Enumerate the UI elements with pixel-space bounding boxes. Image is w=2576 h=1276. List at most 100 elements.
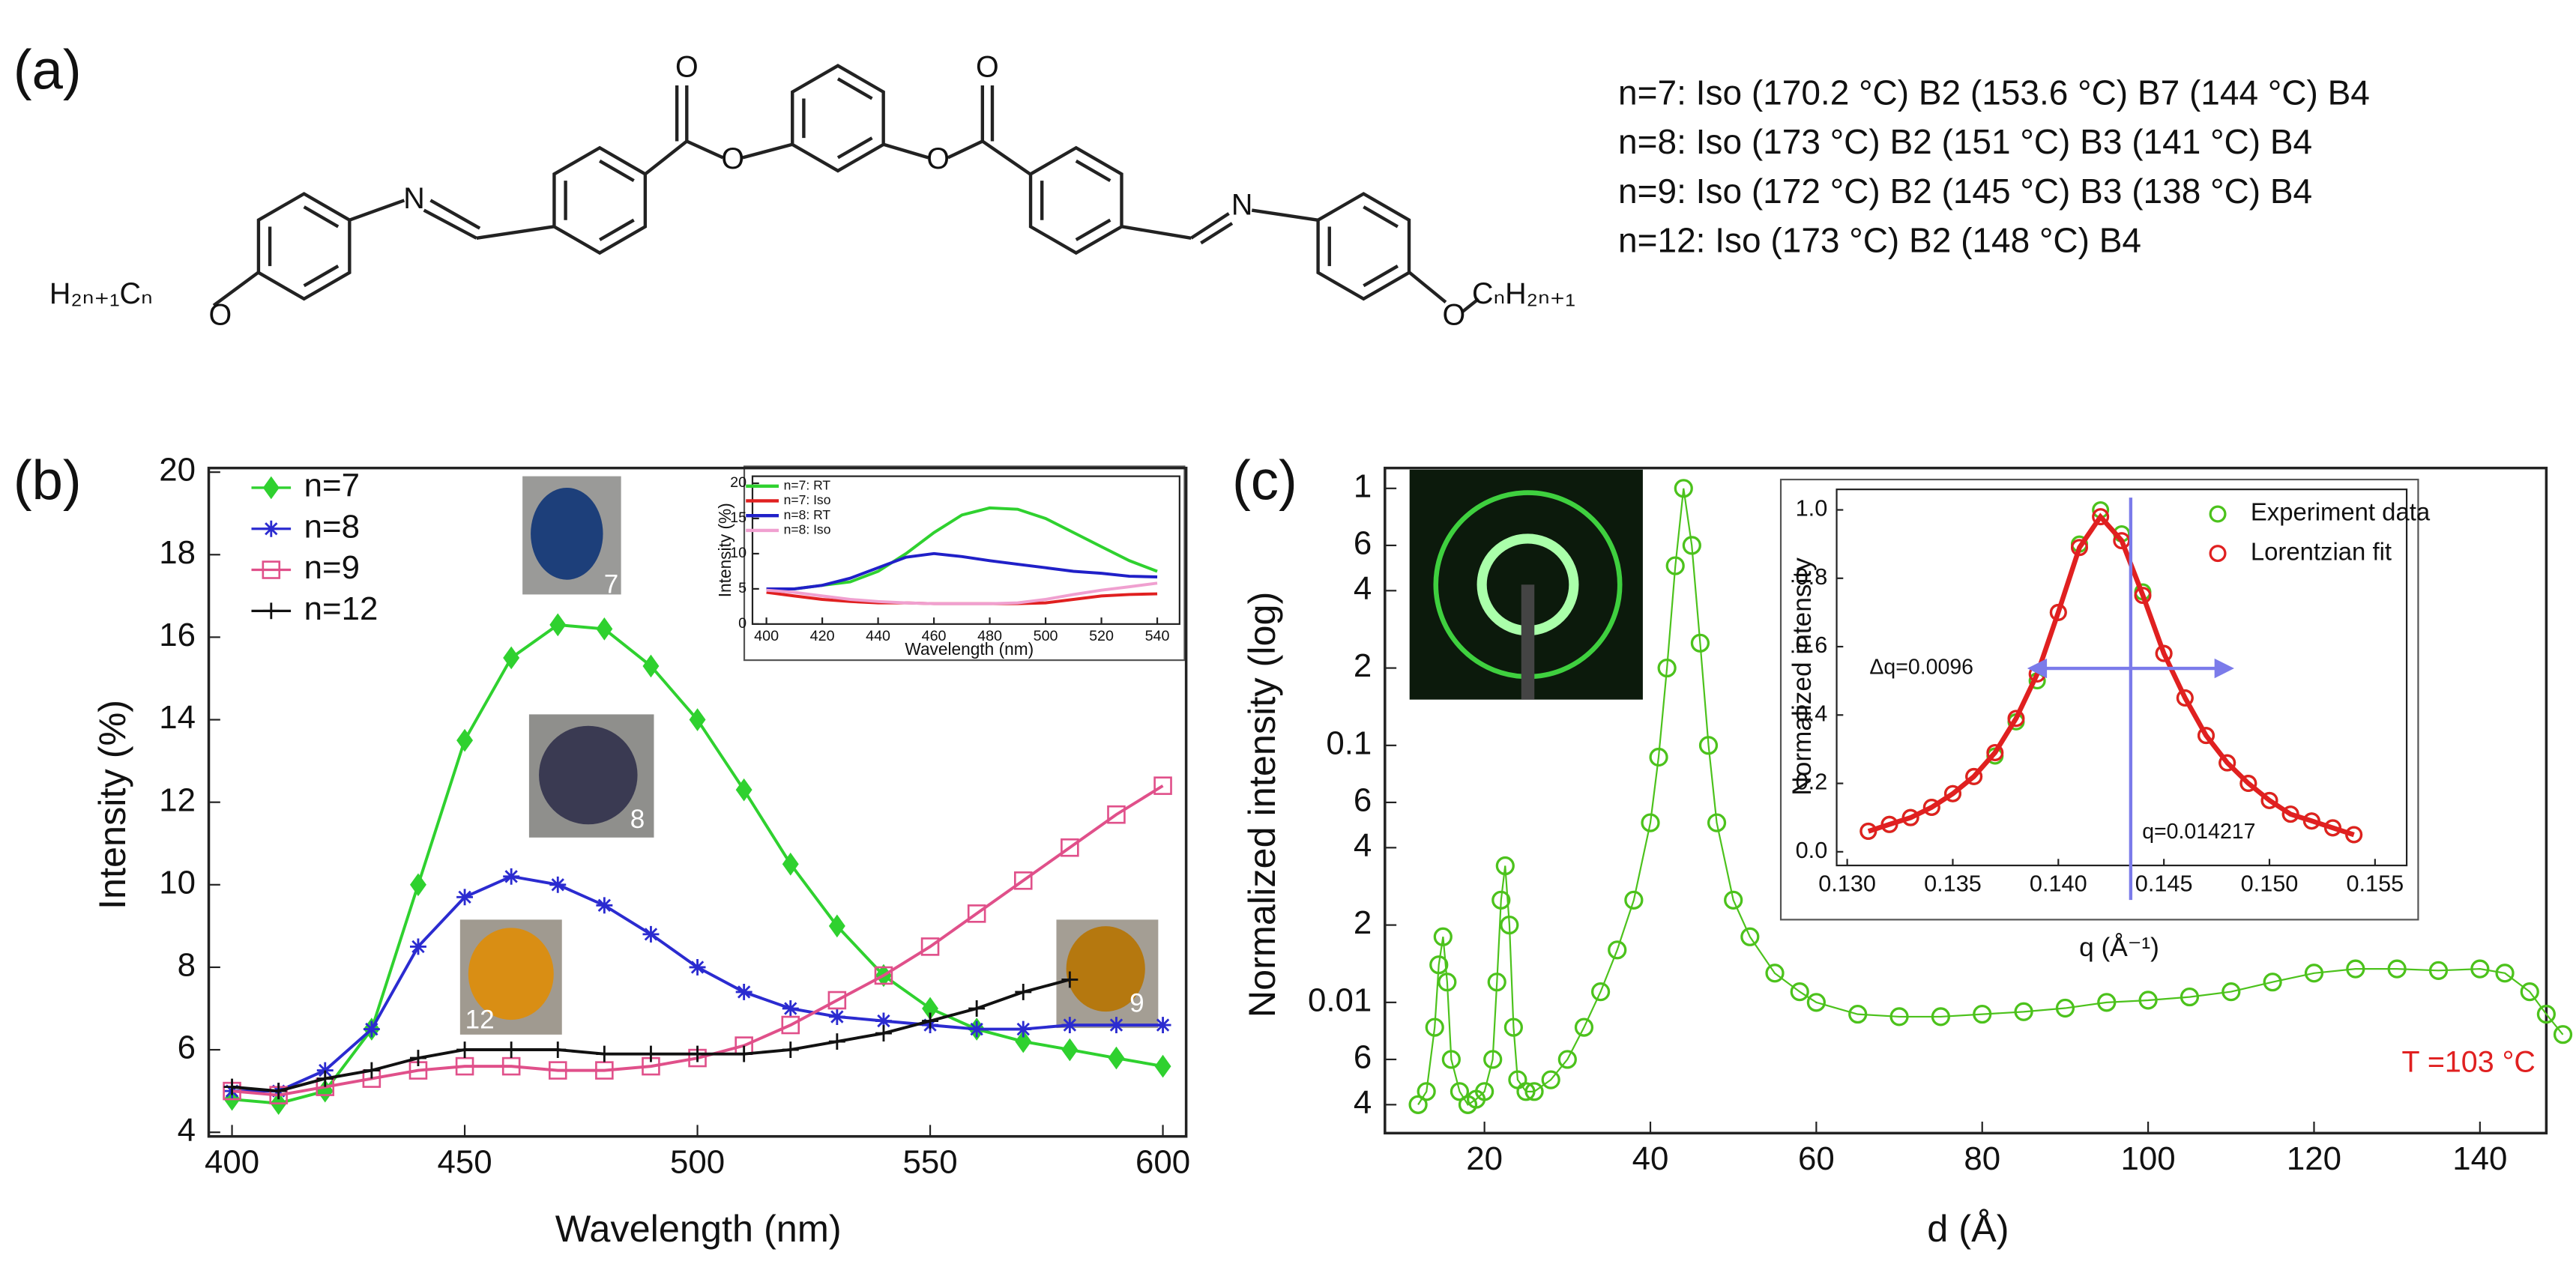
series-line [766,581,1158,605]
marker [922,1012,939,1029]
marker [1061,1038,1079,1062]
marker [2345,826,2363,844]
marker [2239,775,2257,793]
y-axis-label: Normalized intensity [1788,557,1817,796]
y-tick-label: 15 [730,510,746,526]
y-tick-label: 0.0 [1796,837,1828,863]
marker [1649,747,1668,767]
legend-label: n=8: Iso [784,522,831,537]
marker [1154,1054,1171,1078]
atom: O [976,50,999,83]
marker [2014,1002,2033,1021]
marker [968,1000,986,1017]
marker [549,1041,567,1059]
marker [2176,689,2194,707]
marker [2209,505,2227,523]
marker [549,876,567,893]
marker [1665,556,1685,575]
marker [1503,1018,1523,1037]
y-tick-label: 4 [1354,827,1372,864]
marker [920,937,940,956]
y-tick-label: 4 [178,1112,196,1149]
marker [363,1021,380,1038]
marker [503,1041,520,1059]
marker [2209,545,2227,563]
marker [1015,1021,1032,1038]
marker [2221,982,2241,1002]
y-axis-label: Intensity (%) [91,700,133,910]
marker [1450,1082,1470,1101]
molecule [212,64,1480,314]
marker [2281,805,2299,823]
x-tick-label: 440 [866,628,890,644]
marker [2260,791,2278,809]
marker [642,654,660,678]
x-tick-label: 450 [437,1144,492,1181]
x-axis-label: q (Å⁻¹) [2079,933,2159,962]
x-tick-label: 500 [1034,628,1058,644]
legend-label: Experiment data [2251,498,2431,526]
y-tick-label: 0 [738,615,746,632]
y-tick-label: 4 [1354,1084,1372,1121]
marker [735,1045,752,1062]
marker [1965,767,1983,785]
marker [1107,805,1126,824]
marker [1433,927,1453,946]
y-tick-label: 14 [159,699,196,736]
marker [1657,658,1677,678]
beam-stop [1521,584,1535,700]
atom: N [403,182,424,215]
legend-label: n=8 [304,508,360,545]
y-tick-label: 4 [1354,570,1372,607]
chain-label: CₙH₂ₙ₊₁ [1472,277,1575,310]
sample-drop [531,487,603,580]
chain-label: H₂ₙ₊₁Cₙ [49,277,153,310]
y-tick-label: 20 [730,474,746,491]
bonds [212,85,1480,314]
panel-label: (a) [13,38,82,100]
marker [2387,959,2407,979]
marker [1154,1017,1171,1033]
x-tick-label: 420 [810,628,835,644]
phase-sequence: n=8: Iso (173 °C) B2 (151 °C) B3 (141 °C… [1618,122,2312,161]
marker [2323,819,2342,837]
marker [875,1025,892,1041]
phase-sequence: n=9: Iso (172 °C) B2 (145 °C) B3 (138 °C… [1618,172,2312,211]
x-tick-label: 480 [977,628,1002,644]
marker [262,602,280,620]
ring [256,192,352,301]
ring-double-bond [1363,264,1399,288]
ring-double-bond [836,77,873,100]
ring-double-bond [1363,205,1399,229]
x-tick-label: 60 [1798,1140,1835,1177]
marker [595,1061,614,1080]
x-tick-label: 0.130 [1818,870,1876,896]
marker [689,708,706,731]
marker [1674,479,1693,498]
marker [689,1045,706,1062]
ring-double-bond [1075,218,1111,241]
sample-drop [468,928,554,1021]
marker [1889,1007,1909,1026]
y-tick-label: 8 [178,947,196,984]
marker [689,958,706,976]
legend-label: n=9 [304,549,360,586]
x-tick-label: 0.145 [2135,870,2193,896]
marker [2218,754,2236,772]
marker [968,1021,986,1038]
atom: O [926,142,950,175]
marker [1707,813,1727,832]
y-tick-label: 12 [159,781,196,818]
x-tick-label: 0.155 [2346,870,2404,896]
phase-sequence: n=7: Iso (170.2 °C) B2 (153.6 °C) B7 (14… [1618,73,2370,112]
y-tick-label: 16 [159,617,196,653]
marker [1790,982,1809,1002]
marker [316,1070,334,1087]
marker [875,1012,892,1029]
atom: O [209,298,232,331]
marker [1973,1004,1992,1024]
sample-drop [1066,926,1145,1012]
x-tick-label: 600 [1135,1144,1190,1181]
marker [2155,644,2173,662]
x-tick-label: 40 [1632,1140,1669,1177]
